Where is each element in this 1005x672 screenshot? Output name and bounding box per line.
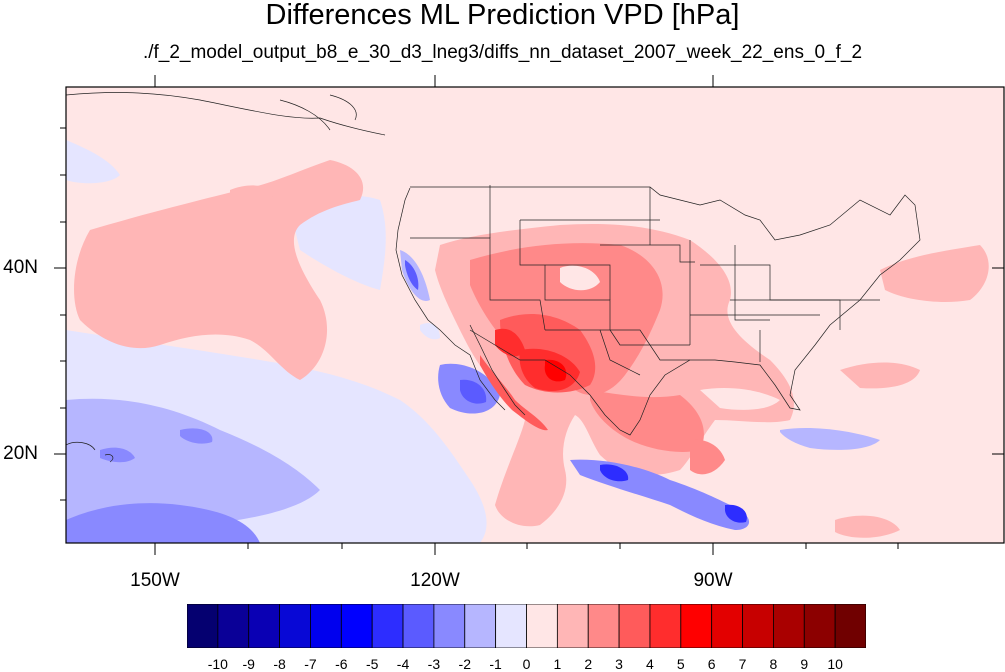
- colorbar-swatch: [834, 604, 866, 648]
- colorbar-tick-label: 8: [769, 656, 778, 672]
- colorbar: [187, 604, 866, 648]
- colorbar-tick-label: -7: [304, 656, 317, 672]
- colorbar-tick-label: 3: [615, 656, 623, 672]
- colorbar-swatch: [217, 604, 250, 648]
- vpd-difference-field: [66, 87, 1004, 543]
- colorbar-tick-label: -6: [335, 656, 348, 672]
- lon-label-150w: 150W: [130, 570, 180, 591]
- colorbar-swatch: [803, 604, 836, 648]
- lon-label-120w: 120W: [410, 570, 460, 591]
- colorbar-tick-label: -5: [365, 656, 379, 672]
- lat-label-40n: 40N: [3, 257, 38, 278]
- colorbar-swatch: [187, 604, 219, 648]
- lon-label-90w: 90W: [693, 570, 733, 591]
- colorbar-swatch: [649, 604, 682, 648]
- axis-ticks: [54, 75, 1004, 555]
- colorbar-swatch: [495, 604, 527, 648]
- colorbar-swatch: [248, 604, 280, 648]
- colorbar-swatch: [556, 604, 589, 648]
- lat-label-20n: 20N: [3, 443, 38, 464]
- colorbar-swatch: [310, 604, 342, 648]
- colorbar-swatch: [464, 604, 497, 648]
- colorbar-tick-label: -4: [396, 656, 410, 672]
- colorbar-tick-label: 4: [646, 656, 654, 672]
- colorbar-tick-label: -9: [242, 656, 255, 672]
- colorbar-tick-label: 5: [676, 656, 685, 672]
- colorbar-tick-label: 2: [584, 656, 593, 672]
- colorbar-tick-label: -2: [458, 656, 471, 672]
- colorbar-tick-label: -10: [207, 656, 228, 672]
- colorbar-swatch: [742, 604, 774, 648]
- map-panel: [54, 75, 1005, 555]
- colorbar-swatch: [680, 604, 713, 648]
- colorbar-tick-label: 9: [800, 656, 809, 672]
- colorbar-tick-label: 10: [827, 656, 843, 672]
- colorbar-tick-label: 0: [522, 656, 531, 672]
- colorbar-swatch: [433, 604, 466, 648]
- colorbar-tick-label: 6: [707, 656, 716, 672]
- colorbar-swatch: [279, 604, 311, 648]
- colorbar-tick-label: -1: [489, 656, 502, 672]
- colorbar-swatch: [711, 604, 743, 648]
- map-subtitle: ./f_2_model_output_b8_e_30_d3_lneg3/diff…: [142, 42, 863, 63]
- colorbar-tick-label: -8: [273, 656, 286, 672]
- colorbar-swatch: [618, 604, 651, 648]
- colorbar-swatch: [526, 604, 558, 648]
- map-title: Differences ML Prediction VPD [hPa]: [265, 0, 740, 31]
- colorbar-tick-label: -3: [427, 656, 441, 672]
- colorbar-swatch: [340, 604, 373, 648]
- colorbar-tick-label: 7: [738, 656, 747, 672]
- colorbar-swatch: [371, 604, 404, 648]
- colorbar-swatch: [773, 604, 805, 648]
- colorbar-swatch: [587, 604, 620, 648]
- colorbar-swatch: [402, 604, 435, 648]
- colorbar-tick-label: 1: [553, 656, 562, 672]
